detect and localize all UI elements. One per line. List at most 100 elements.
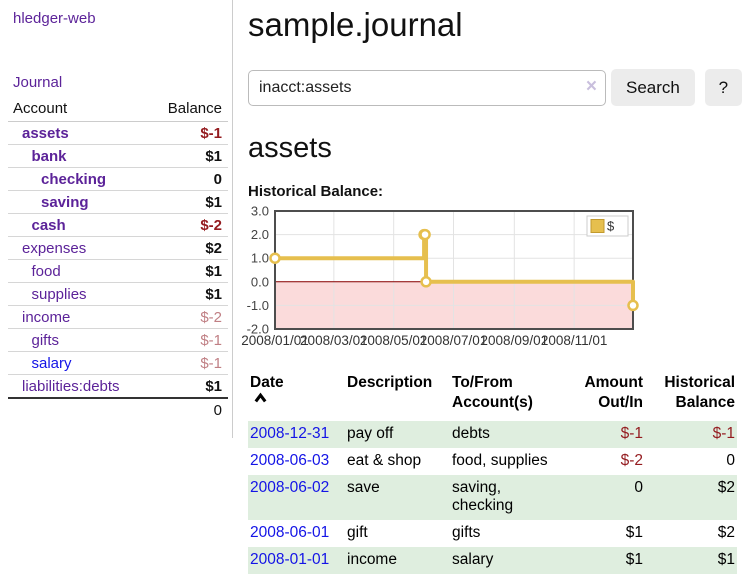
sidebar-account-link-cash[interactable]: cash xyxy=(31,216,66,234)
account-name-cell: bank xyxy=(8,144,147,168)
accounts-total-row: 0 xyxy=(8,397,228,421)
account-balance: $2 xyxy=(146,236,228,260)
account-row: checking 0 xyxy=(8,167,228,191)
balance-cell: 0 xyxy=(726,452,735,470)
amount-cell: 0 xyxy=(634,479,643,497)
description-cell: save xyxy=(347,479,380,497)
accounts-cell: gifts xyxy=(452,524,481,542)
svg-text:3.0: 3.0 xyxy=(251,204,269,219)
account-balance: $1 xyxy=(146,259,228,283)
transaction-date-link[interactable]: 2008-01-01 xyxy=(250,551,330,569)
account-balance: $-1 xyxy=(146,328,228,352)
register-table: 2008-12-31 pay off debts $-1 $-1 2008-06-03 ea… xyxy=(248,420,737,574)
search-box: × xyxy=(248,69,606,106)
account-row: gifts $-1 xyxy=(8,328,228,352)
search-button[interactable]: Search xyxy=(611,69,695,106)
account-row: salary $-1 xyxy=(8,351,228,375)
svg-text:2008/03/01: 2008/03/01 xyxy=(300,333,368,348)
balance-column-header: Balance xyxy=(146,97,228,122)
account-row: assets $-1 xyxy=(8,121,228,145)
transaction-date-link[interactable]: 2008-06-01 xyxy=(250,524,330,542)
accounts-cell: salary xyxy=(452,551,494,569)
sidebar-account-link-salary[interactable]: salary xyxy=(31,354,72,372)
svg-text:0.0: 0.0 xyxy=(251,274,269,289)
balance-cell: $-1 xyxy=(712,425,735,443)
sidebar-account-link-liabilities-debts[interactable]: liabilities:debts xyxy=(22,377,120,395)
transaction-date-link[interactable]: 2008-06-02 xyxy=(250,479,330,497)
account-page-title: assets xyxy=(248,132,332,164)
amount-cell: $1 xyxy=(625,551,643,569)
date-cell: 2008-06-03 xyxy=(248,448,345,475)
app-brand-link[interactable]: hledger-web xyxy=(13,10,96,27)
transaction-row: 2008-06-02 save saving, checking 0 $2 xyxy=(248,474,737,520)
transaction-row: 2008-06-03 eat & shop food, supplies $-2 0 xyxy=(248,448,737,475)
account-balance: $1 xyxy=(146,190,228,214)
description-cell: gift xyxy=(347,524,368,542)
balance-column-header-main: Historical Balance xyxy=(664,373,735,411)
page-title: sample.journal xyxy=(248,6,463,43)
amount-cell: $-2 xyxy=(620,452,643,470)
account-row: bank $1 xyxy=(8,144,228,168)
sidebar-account-link-expenses[interactable]: expenses xyxy=(22,239,87,257)
amount-cell: $-1 xyxy=(620,425,643,443)
sidebar-accounts: assets $-1 bank $1 checking 0 saving $1 cash $-2 e… xyxy=(8,121,228,399)
svg-text:2008/01/01: 2008/01/01 xyxy=(241,333,309,348)
account-row: saving $1 xyxy=(8,190,228,214)
account-name-cell: expenses xyxy=(8,236,147,260)
description-cell: pay off xyxy=(347,425,394,443)
account-row: food $1 xyxy=(8,259,228,283)
clear-search-icon[interactable]: × xyxy=(585,75,597,97)
date-cell: 2008-06-02 xyxy=(248,475,345,520)
accounts-table-header: Account Balance xyxy=(8,97,228,122)
search-form: × Search ? xyxy=(248,69,742,106)
date-column-header[interactable]: Date xyxy=(248,368,345,418)
account-name-cell: food xyxy=(8,259,147,283)
sidebar-account-link-gifts[interactable]: gifts xyxy=(31,331,60,349)
description-cell: eat & shop xyxy=(347,452,422,470)
description-cell: income xyxy=(347,551,397,569)
svg-text:2008/09/01: 2008/09/01 xyxy=(481,333,549,348)
description-column-header: Description xyxy=(347,373,433,391)
account-row: liabilities:debts $1 xyxy=(8,374,228,399)
account-name-cell: supplies xyxy=(8,282,147,306)
svg-text:$: $ xyxy=(607,219,615,234)
account-name-cell: liabilities:debts xyxy=(8,374,147,399)
sidebar-account-link-bank[interactable]: bank xyxy=(31,147,67,165)
date-cell: 2008-12-31 xyxy=(248,421,345,448)
sidebar-account-link-supplies[interactable]: supplies xyxy=(31,285,87,303)
svg-text:2008/11/01: 2008/11/01 xyxy=(541,333,608,348)
account-name-cell: assets xyxy=(8,121,147,145)
balance-cell: $2 xyxy=(717,479,735,497)
search-input[interactable] xyxy=(248,69,606,106)
sidebar: hledger-web Journal Account Balance asse… xyxy=(0,0,233,438)
help-button[interactable]: ? xyxy=(704,69,742,106)
account-name-cell: income xyxy=(8,305,147,329)
register-header-row: Date Description To/From Account(s) Amou… xyxy=(248,368,737,418)
account-name-cell: salary xyxy=(8,351,147,375)
sidebar-account-link-income[interactable]: income xyxy=(22,308,71,326)
total-spacer xyxy=(8,397,147,421)
svg-text:2.0: 2.0 xyxy=(251,227,269,242)
historical-balance-chart: $3.0 2.0 1.0 0.0 -1.0 -2.02008/01/012008/03/0… xyxy=(241,204,639,348)
account-row: supplies $1 xyxy=(8,282,228,306)
balance-cell: $1 xyxy=(717,551,735,569)
sidebar-account-link-food[interactable]: food xyxy=(31,262,61,280)
accounts-cell: food, supplies xyxy=(452,452,548,470)
transaction-date-link[interactable]: 2008-12-31 xyxy=(250,425,330,443)
accounts-total-balance: 0 xyxy=(146,397,228,421)
amount-cell: $1 xyxy=(625,524,643,542)
sidebar-account-link-assets[interactable]: assets xyxy=(22,124,69,142)
account-balance: $-2 xyxy=(146,305,228,329)
sidebar-account-link-checking[interactable]: checking xyxy=(41,170,107,188)
transaction-row: 2008-12-31 pay off debts $-1 $-1 xyxy=(248,420,737,448)
sidebar-account-link-saving[interactable]: saving xyxy=(41,193,89,211)
svg-text:2008/05/01: 2008/05/01 xyxy=(360,333,428,348)
account-name-cell: checking xyxy=(8,167,147,191)
svg-text:-2.0: -2.0 xyxy=(247,322,269,337)
accounts-column-header: To/From Account(s) xyxy=(452,373,533,411)
transaction-date-link[interactable]: 2008-06-03 xyxy=(250,452,330,470)
sidebar-item-journal[interactable]: Journal xyxy=(13,74,63,91)
chart-container: $3.0 2.0 1.0 0.0 -1.0 -2.0 2008/01/01 2008/03/0… xyxy=(239,204,742,349)
register-section: Date Description To/From Account(s) Amou… xyxy=(248,368,737,574)
amount-column-header: Amount Out/In xyxy=(584,373,643,411)
